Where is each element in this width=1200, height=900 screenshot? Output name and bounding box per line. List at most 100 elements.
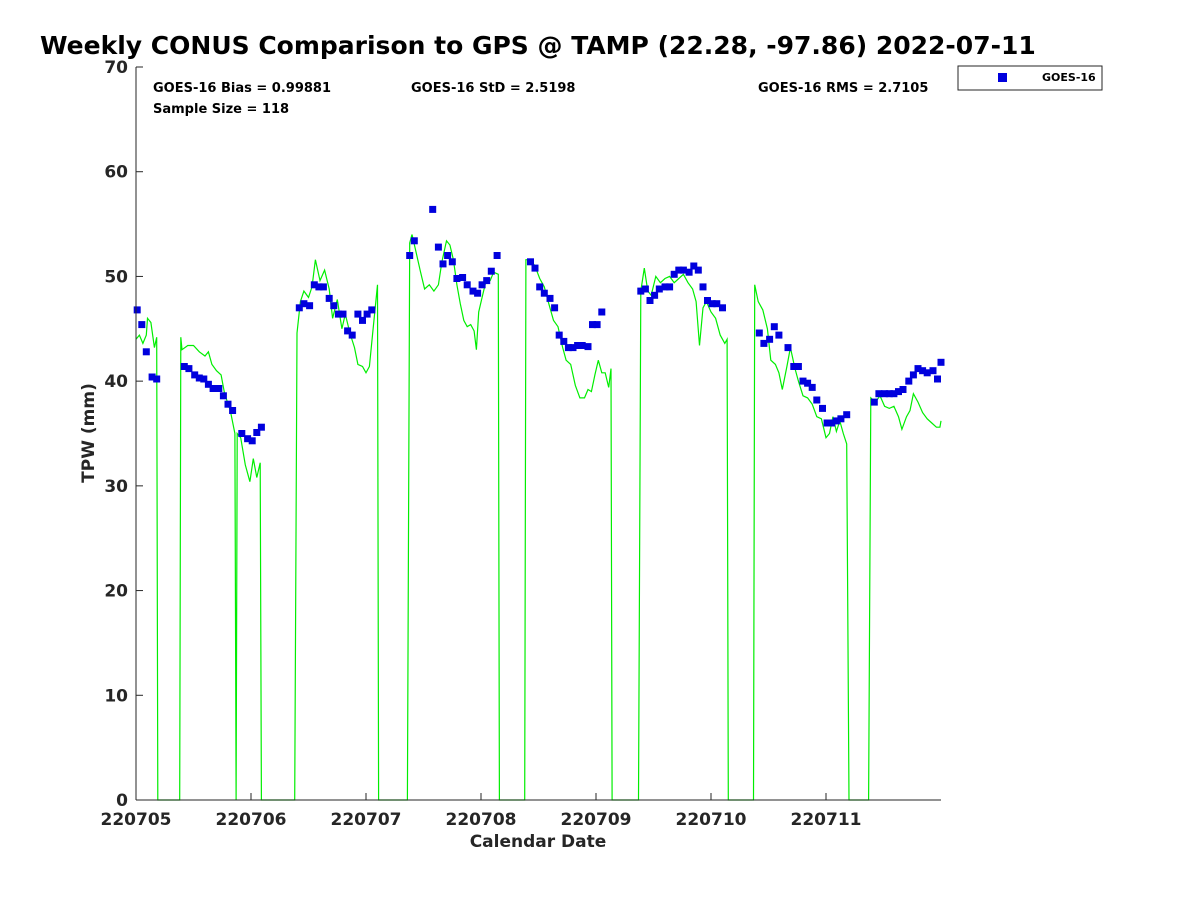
x-tick-label: 220708 <box>446 810 517 830</box>
x-ticks: 220705 220706 220707 220708 220709 220710 2207… <box>101 793 862 830</box>
goes16-data-point <box>646 297 654 304</box>
goes16-data-point <box>453 275 461 282</box>
goes16-data-point <box>819 404 826 412</box>
stat-sample-size: Sample Size = 118 <box>153 102 289 117</box>
goes16-data-point <box>808 383 816 391</box>
goes16-data-point <box>881 390 889 398</box>
goes16-data-point <box>459 274 467 281</box>
x-tick-label: 220709 <box>561 810 632 830</box>
goes16-data-point <box>666 283 674 291</box>
goes16-data-point <box>148 373 156 381</box>
goes16-data-point <box>813 396 821 404</box>
goes16-data-point <box>919 367 927 375</box>
goes16-data-point <box>555 331 563 339</box>
y-tick-label: 10 <box>104 686 128 706</box>
goes16-data-point <box>224 400 232 408</box>
goes16-data-point <box>244 435 252 443</box>
goes16-data-point <box>799 377 807 385</box>
goes16-data-point <box>363 310 371 318</box>
goes16-data-point <box>914 365 922 373</box>
goes16-data-point <box>641 285 649 293</box>
goes16-data-point <box>359 316 366 324</box>
goes16-data-point <box>929 367 937 375</box>
goes16-data-point <box>760 339 768 347</box>
goes16-data-point <box>330 302 338 310</box>
y-tick-label: 30 <box>104 477 128 497</box>
goes16-data-point <box>253 429 261 436</box>
gps-series-layer <box>135 234 942 801</box>
goes16-data-point <box>406 252 414 259</box>
goes16-data-point <box>478 281 486 289</box>
goes16-data-point <box>790 363 798 370</box>
y-tick-label: 50 <box>104 267 128 287</box>
goes16-data-point <box>153 375 161 383</box>
y-axis-label: TPW (mm) <box>79 383 99 483</box>
chart-title: Weekly CONUS Comparison to GPS @ TAMP (2… <box>40 31 1036 60</box>
y-tick-label: 60 <box>104 163 128 183</box>
goes16-data-point <box>770 323 778 331</box>
goes16-data-point <box>215 385 223 392</box>
goes16-data-point <box>837 415 845 423</box>
goes16-data-point <box>675 266 683 274</box>
goes16-data-point <box>536 283 544 291</box>
goes16-data-point <box>300 300 308 308</box>
goes16-data-point <box>934 375 941 383</box>
goes16-data-point <box>295 304 303 312</box>
legend: GOES-16 <box>957 65 1103 91</box>
goes16-data-point <box>191 371 199 379</box>
goes16-data-point <box>804 379 812 387</box>
x-tick-label: 220706 <box>216 810 287 830</box>
goes16-data-point <box>463 281 471 289</box>
goes16-data-point <box>895 388 902 396</box>
goes16-data-point <box>474 289 482 297</box>
goes16-data-point <box>306 302 314 310</box>
goes16-data-point <box>890 390 898 398</box>
x-tick-label: 220710 <box>676 810 747 830</box>
goes16-data-point <box>843 411 851 419</box>
goes16-data-point <box>204 380 212 388</box>
goes16-data-point <box>257 423 265 431</box>
goes16-data-point <box>937 358 945 366</box>
goes16-data-point <box>238 430 246 437</box>
y-ticks: 0 10 20 30 40 50 60 70 <box>104 58 143 811</box>
goes16-data-point <box>685 268 693 276</box>
goes-series-layer <box>133 205 945 445</box>
goes16-data-point <box>248 437 256 445</box>
goes16-data-point <box>719 304 726 312</box>
goes16-data-point <box>598 308 606 316</box>
goes16-data-point <box>325 294 333 302</box>
goes16-data-point <box>138 321 146 329</box>
goes16-data-point <box>551 304 559 312</box>
gps-series-line <box>135 234 942 801</box>
goes16-data-point <box>823 419 831 427</box>
goes16-data-point <box>209 385 217 392</box>
goes16-data-point <box>344 327 352 335</box>
y-tick-label: 70 <box>104 58 128 78</box>
y-tick-label: 0 <box>116 791 128 811</box>
plot-background <box>136 67 941 800</box>
goes16-data-point <box>905 377 913 385</box>
goes16-data-point <box>661 283 669 291</box>
goes16-data-point <box>755 329 763 337</box>
goes16-data-point <box>584 343 592 351</box>
goes16-data-point <box>540 289 548 297</box>
goes16-data-point <box>444 252 452 259</box>
goes16-data-point <box>487 267 495 275</box>
goes16-data-point <box>875 390 883 398</box>
y-tick-label: 20 <box>104 582 128 602</box>
goes16-data-point <box>368 306 376 314</box>
x-axis-label: Calendar Date <box>470 832 607 852</box>
goes16-data-point <box>708 300 716 308</box>
goes16-data-point <box>142 348 150 356</box>
goes16-data-point <box>469 287 477 295</box>
goes16-data-point <box>593 321 601 329</box>
x-tick-label: 220705 <box>101 810 172 830</box>
goes16-data-point <box>870 398 878 406</box>
goes16-data-point <box>531 264 539 272</box>
x-tick-label: 220711 <box>791 810 862 830</box>
legend-marker-goes16 <box>998 73 1007 82</box>
x-tick-label: 220707 <box>331 810 402 830</box>
goes16-data-point <box>794 363 802 370</box>
goes16-data-point <box>699 283 707 291</box>
goes16-data-point <box>713 300 721 308</box>
